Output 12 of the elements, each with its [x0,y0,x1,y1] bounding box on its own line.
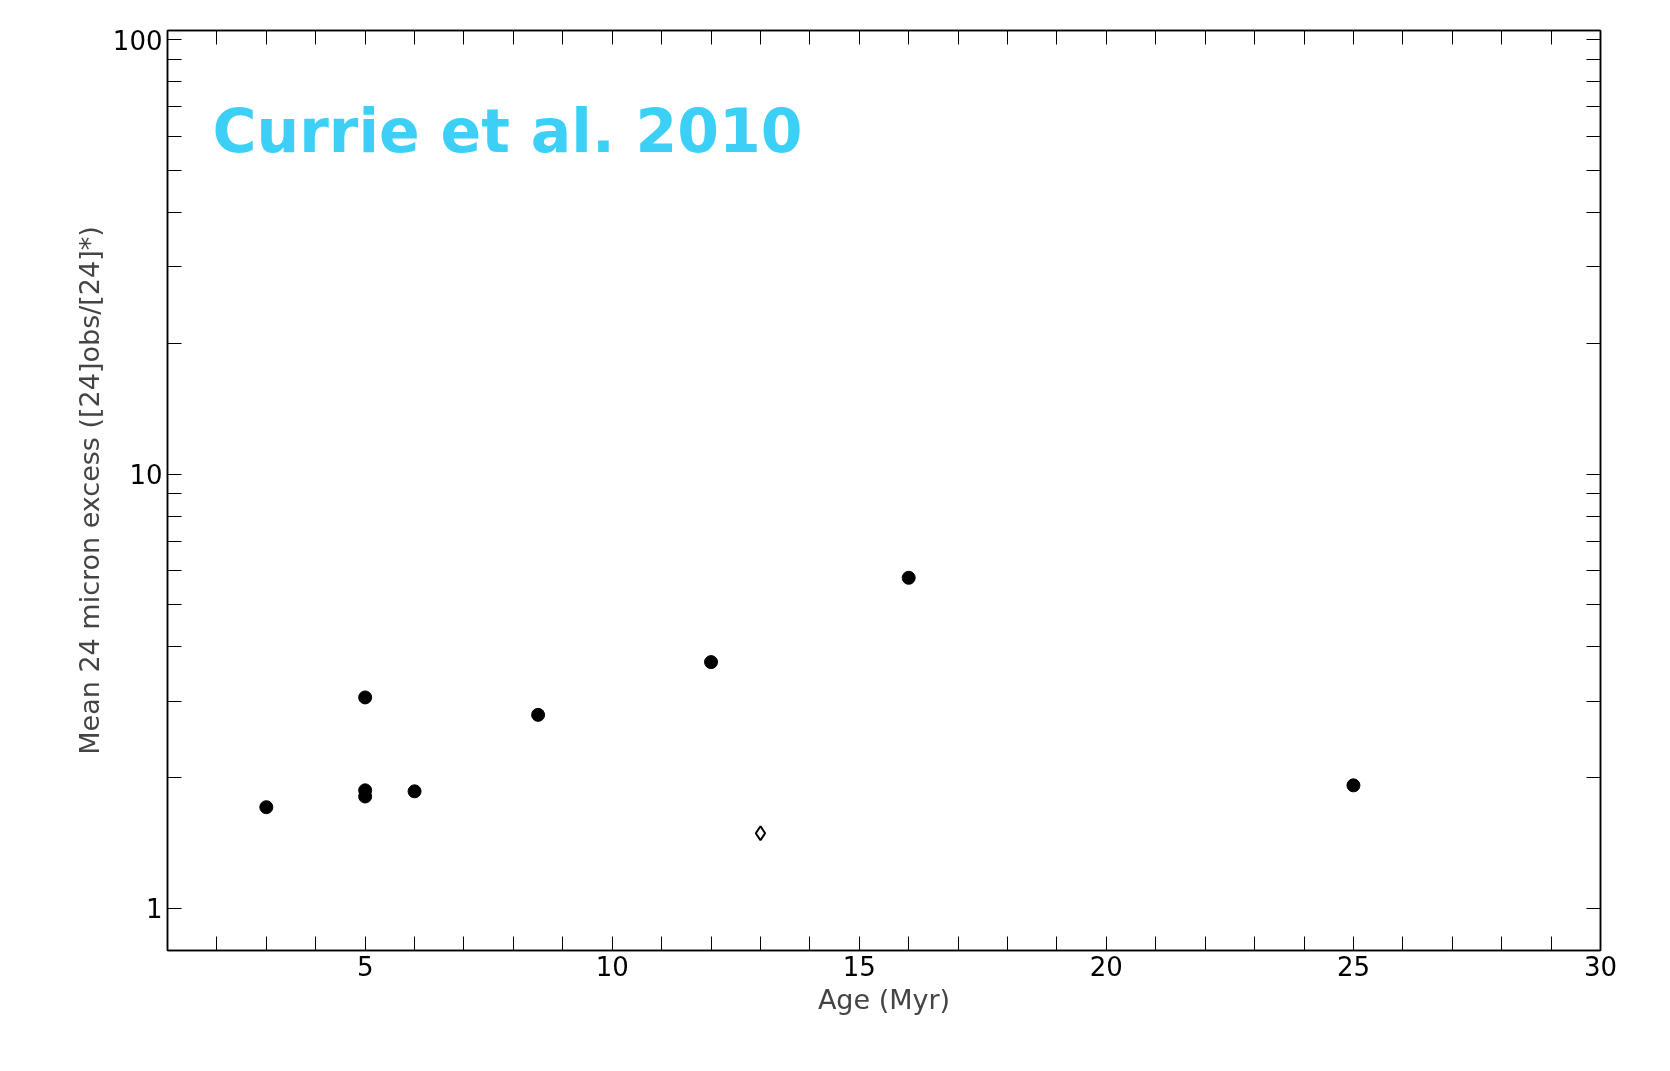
x-tick-label: 20 [1089,951,1123,982]
x-axis-title: Age (Myr) [817,983,951,1015]
x-tick-label: 10 [595,951,629,982]
y-tick-label: 1 [145,894,163,925]
y-tick-label: 10 [129,460,163,491]
annotation: Currie et al. 2010 [212,95,803,166]
x-tick-label: 5 [356,951,374,982]
y-axis-title: Mean 24 micron excess ([24]obs/[24]*) [73,226,105,755]
x-tick-label: 30 [1583,951,1618,982]
x-tick-label: 25 [1336,951,1370,982]
x-tick-label: 15 [842,951,876,982]
y-tick-label: 100 [112,25,163,56]
